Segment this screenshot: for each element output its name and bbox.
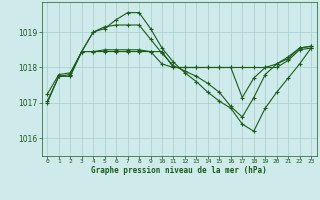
X-axis label: Graphe pression niveau de la mer (hPa): Graphe pression niveau de la mer (hPa) xyxy=(91,166,267,175)
